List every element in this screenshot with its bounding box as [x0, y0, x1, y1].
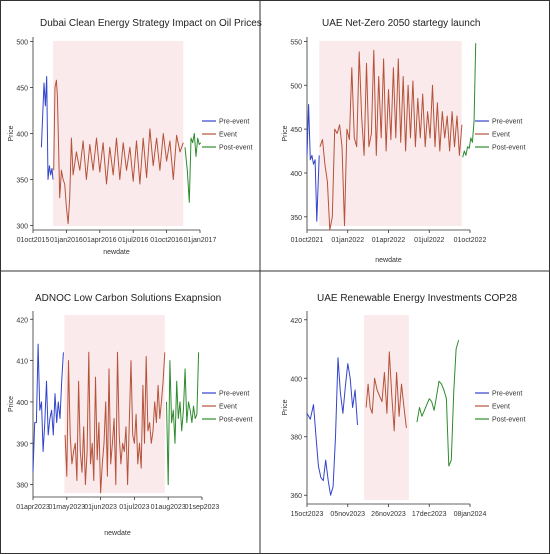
x-tick-label: 26nov2023 [371, 511, 406, 518]
legend-label: Post-event [492, 145, 526, 152]
legend-label: Post-event [219, 145, 253, 152]
x-axis-label: newdate [375, 257, 402, 264]
legend: Pre-event Event Post-event [202, 391, 253, 424]
legend-label: Pre-event [492, 119, 522, 126]
series-line-post [416, 340, 460, 467]
series-line-post [462, 43, 477, 158]
series-line-pre [32, 343, 64, 473]
series-line-pre [306, 357, 358, 496]
series-line-event [319, 49, 463, 231]
x-tick-label: 01jul2016 [118, 237, 148, 244]
legend-label: Event [492, 404, 510, 411]
legend-label: Event [219, 404, 237, 411]
series-line-pre [306, 104, 320, 222]
legend-label: Event [219, 132, 237, 139]
x-axis-label: newdate [104, 530, 131, 537]
x-tick-label: 01oct2021 [291, 237, 324, 244]
y-tick-label: 360 [290, 493, 302, 500]
y-tick-label: 450 [290, 127, 302, 134]
y-tick-label: 390 [16, 441, 28, 448]
x-tick-label: 01jan2016 [50, 237, 83, 244]
legend: Pre-event Event Post-event [475, 391, 526, 424]
series-line-pre [40, 76, 54, 180]
legend-label: Pre-event [219, 119, 249, 126]
legend-label: Post-event [219, 417, 253, 424]
legend-label: Pre-event [219, 391, 249, 398]
y-tick-label: 380 [16, 483, 28, 490]
series-line-event [365, 351, 407, 432]
chart-panel-3: ADNOC Low Carbon Solutions Exapnsion 380 3… [8, 293, 253, 537]
x-tick-label: 01oct2022 [454, 237, 487, 244]
chart-panel-1: Dubai Clean Energy Strategy Impact on Oi… [8, 18, 262, 256]
y-tick-label: 500 [16, 40, 28, 47]
x-tick-label: 15oct2023 [291, 511, 324, 518]
y-tick-label: 400 [16, 132, 28, 139]
y-tick-label: 350 [16, 177, 28, 184]
y-tick-label: 450 [16, 86, 28, 93]
chart-title: ADNOC Low Carbon Solutions Exapnsion [35, 293, 221, 304]
x-tick-label: 01aug2023 [151, 504, 186, 511]
legend-label: Event [492, 132, 510, 139]
chart-panel-4: UAE Renewable Energy Investments COP28 36… [282, 293, 526, 518]
y-tick-label: 350 [290, 215, 302, 222]
legend: Pre-event Event Post-event [475, 119, 526, 152]
x-tick-label: 01jul2022 [414, 237, 444, 244]
x-tick-label: 01apr2023 [16, 504, 50, 511]
y-axis-label: Price [8, 125, 15, 141]
x-tick-label: 01apr2016 [83, 237, 117, 244]
y-tick-label: 420 [290, 318, 302, 325]
x-tick-label: 08jan2024 [454, 511, 487, 518]
chart-title: UAE Net-Zero 2050 startegy launch [322, 18, 480, 29]
y-tick-label: 500 [290, 83, 302, 90]
x-tick-label: 01oct2015 [17, 237, 50, 244]
y-axis-label: Price [282, 125, 289, 141]
chart-title: UAE Renewable Energy Investments COP28 [317, 293, 518, 304]
x-tick-label: 01oct2016 [150, 237, 183, 244]
x-tick-label: 05nov2023 [330, 511, 365, 518]
x-tick-label: 01may2023 [49, 504, 86, 511]
series-line-post [184, 133, 202, 203]
event-shaded-band [53, 41, 184, 226]
y-tick-label: 400 [290, 171, 302, 178]
x-tick-label: 01jan2017 [184, 237, 217, 244]
x-tick-label: 01jan2022 [331, 237, 364, 244]
y-tick-label: 380 [290, 435, 302, 442]
y-tick-label: 410 [16, 359, 28, 366]
x-tick-label: 01apr2022 [372, 237, 406, 244]
y-axis-label: Price [8, 396, 15, 412]
y-tick-label: 400 [16, 400, 28, 407]
x-tick-label: 17dec2023 [412, 511, 447, 518]
legend: Pre-event Event Post-event [202, 119, 253, 152]
series-line-event [64, 351, 166, 494]
series-line-post [166, 352, 200, 486]
chart-panel-2: UAE Net-Zero 2050 startegy launch 350 400 4… [282, 18, 526, 264]
legend-label: Pre-event [492, 391, 522, 398]
x-axis-label: newdate [103, 249, 130, 256]
series-line-event [53, 79, 184, 225]
chart-title: Dubai Clean Energy Strategy Impact on Oi… [40, 18, 262, 29]
x-tick-label: 01jul2023 [119, 504, 149, 511]
y-axis-label: Price [282, 399, 289, 415]
y-tick-label: 400 [290, 376, 302, 383]
y-tick-label: 300 [16, 223, 28, 230]
y-tick-label: 550 [290, 39, 302, 46]
legend-label: Post-event [492, 417, 526, 424]
x-tick-label: 01jun2023 [84, 504, 117, 511]
x-tick-label: 01sep2023 [185, 504, 220, 511]
y-tick-label: 420 [16, 317, 28, 324]
